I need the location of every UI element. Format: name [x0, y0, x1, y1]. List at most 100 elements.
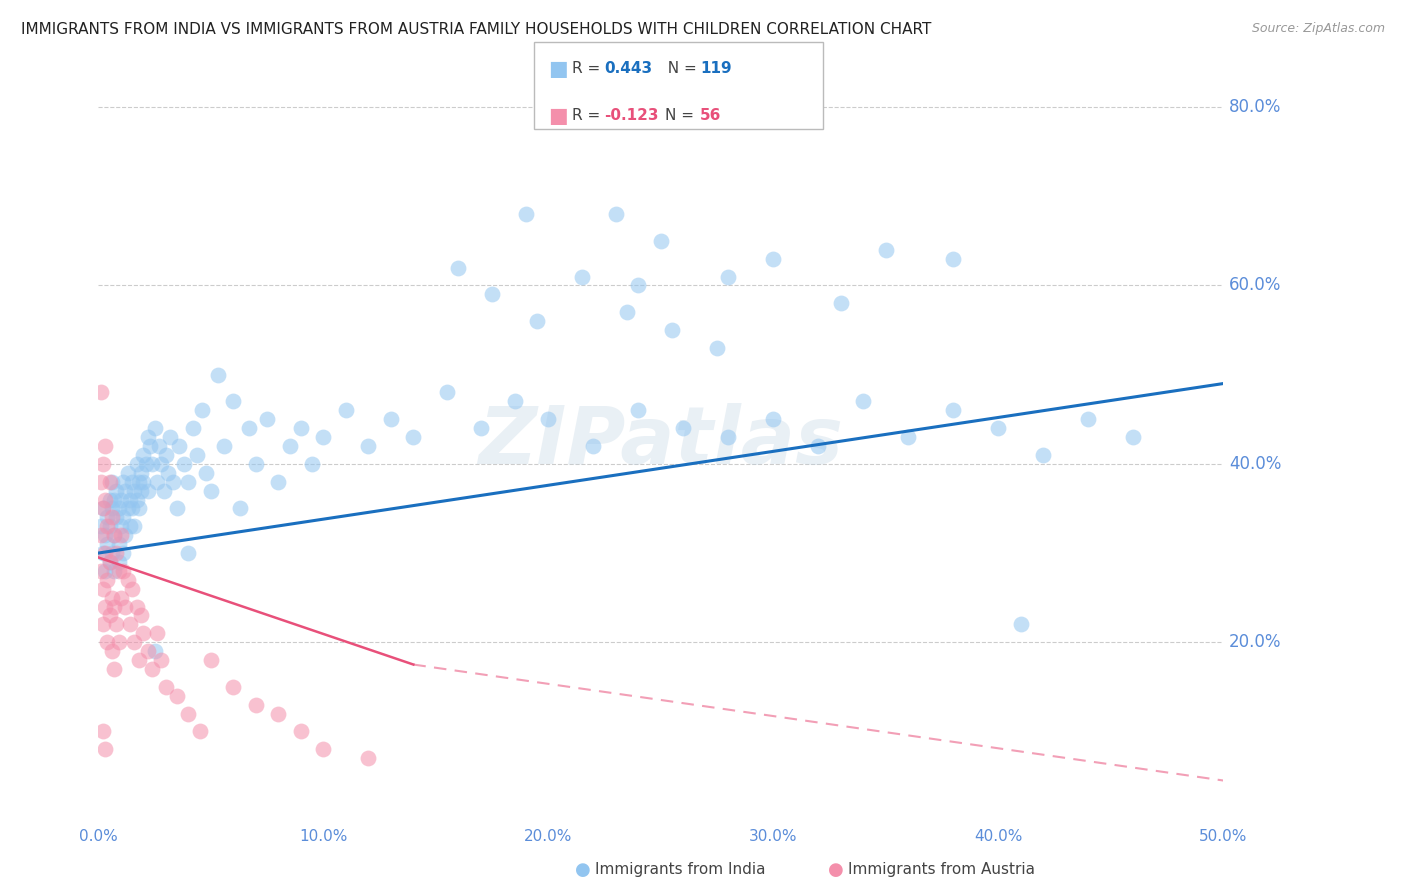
Point: [110, 519, 132, 533]
Point: [91, 501, 114, 516]
Text: -0.123: -0.123: [605, 109, 659, 123]
Point: [101, 591, 124, 605]
Point: [402, 430, 425, 444]
Point: [143, 644, 166, 658]
Point: [90, 385, 112, 400]
Point: [136, 430, 159, 444]
Point: [101, 546, 124, 560]
Point: [125, 492, 148, 507]
Point: [762, 412, 785, 426]
Point: [103, 492, 125, 507]
Point: [128, 475, 150, 489]
Point: [118, 617, 141, 632]
Point: [112, 564, 135, 578]
Point: [98, 555, 121, 569]
Point: [117, 573, 139, 587]
Point: [942, 252, 965, 266]
Point: [150, 653, 173, 667]
Point: [136, 644, 159, 658]
Point: [114, 528, 136, 542]
Point: [121, 475, 143, 489]
Point: [278, 439, 301, 453]
Point: [267, 706, 290, 721]
Point: [91, 617, 114, 632]
Point: [124, 483, 146, 498]
Point: [200, 653, 222, 667]
Point: [166, 501, 188, 516]
Point: [114, 599, 136, 614]
Point: [128, 653, 150, 667]
Point: [129, 608, 152, 623]
Point: [290, 724, 312, 739]
Point: [101, 475, 124, 489]
Point: [91, 501, 114, 516]
Point: [148, 439, 170, 453]
Point: [125, 457, 148, 471]
Point: [96, 635, 118, 649]
Text: ●: ●: [575, 861, 591, 879]
Point: [717, 269, 740, 284]
Point: [301, 457, 323, 471]
Point: [105, 483, 128, 498]
Point: [90, 475, 112, 489]
Text: R =: R =: [572, 62, 606, 76]
Point: [245, 698, 267, 712]
Point: [105, 546, 128, 560]
Point: [616, 305, 638, 319]
Point: [942, 403, 965, 417]
Point: [222, 680, 245, 694]
Text: N =: N =: [665, 109, 699, 123]
Point: [312, 430, 335, 444]
Text: ●: ●: [828, 861, 844, 879]
Point: [91, 582, 114, 596]
Point: [191, 403, 214, 417]
Point: [157, 466, 180, 480]
Text: IMMIGRANTS FROM INDIA VS IMMIGRANTS FROM AUSTRIA FAMILY HOUSEHOLDS WITH CHILDREN: IMMIGRANTS FROM INDIA VS IMMIGRANTS FROM…: [21, 22, 931, 37]
Point: [181, 421, 204, 435]
Point: [290, 421, 312, 435]
Point: [146, 475, 169, 489]
Point: [146, 626, 169, 640]
Point: [1122, 430, 1144, 444]
Point: [447, 260, 470, 275]
Point: [103, 662, 125, 676]
Text: 60.0%: 60.0%: [1229, 277, 1281, 294]
Point: [101, 501, 124, 516]
Point: [141, 457, 163, 471]
Point: [312, 742, 335, 756]
Point: [125, 599, 148, 614]
Point: [98, 608, 121, 623]
Point: [107, 537, 129, 551]
Point: [107, 564, 129, 578]
Point: [132, 475, 155, 489]
Point: [897, 430, 920, 444]
Point: [118, 519, 141, 533]
Point: [124, 635, 146, 649]
Point: [177, 475, 200, 489]
Point: [807, 439, 830, 453]
Text: ■: ■: [548, 106, 568, 126]
Point: [238, 421, 260, 435]
Point: [169, 439, 191, 453]
Point: [101, 644, 124, 658]
Point: [112, 546, 135, 560]
Point: [112, 510, 135, 524]
Point: [717, 430, 740, 444]
Point: [107, 555, 129, 569]
Point: [103, 599, 125, 614]
Point: [627, 278, 650, 293]
Point: [103, 564, 125, 578]
Point: [94, 564, 117, 578]
Point: [155, 448, 177, 462]
Point: [672, 421, 695, 435]
Point: [121, 501, 143, 516]
Point: [143, 421, 166, 435]
Point: [110, 528, 132, 542]
Point: [139, 439, 162, 453]
Point: [1032, 448, 1054, 462]
Point: [110, 591, 132, 605]
Point: [90, 519, 112, 533]
Text: 40.0%: 40.0%: [1229, 455, 1281, 473]
Point: [91, 546, 114, 560]
Point: [112, 475, 135, 489]
